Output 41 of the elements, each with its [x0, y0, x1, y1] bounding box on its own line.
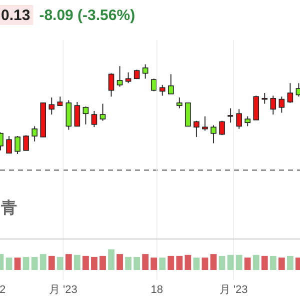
- bar: [100, 256, 106, 270]
- chart-title: 0.13: [1, 7, 30, 24]
- bar: [278, 258, 285, 270]
- bar: [65, 254, 72, 270]
- x-tick-label: 月 '23: [219, 284, 248, 296]
- bar: [74, 254, 80, 270]
- bar: [116, 254, 123, 270]
- bar: [91, 256, 98, 270]
- bar: [31, 256, 38, 270]
- bar: [244, 258, 251, 270]
- bar: [48, 256, 55, 270]
- bar: [184, 254, 192, 270]
- x-tick-label: 月 '23: [48, 284, 78, 296]
- bar: [125, 256, 132, 270]
- bar: [261, 256, 268, 270]
- bar: [56, 256, 64, 270]
- text: 青: [0, 199, 17, 217]
- bar: [40, 254, 46, 270]
- bar: [159, 258, 166, 270]
- bar: [227, 254, 234, 270]
- bar: [252, 254, 260, 270]
- x-tick-label: 2: [0, 284, 6, 296]
- chart-subtitle: -8.09 (-3.56%): [39, 7, 136, 24]
- bar: [176, 256, 183, 270]
- bar: [168, 256, 174, 270]
- bar: [218, 256, 226, 270]
- bar: [14, 258, 21, 270]
- bar: [82, 256, 89, 270]
- bar: [108, 249, 114, 270]
- bar: [142, 254, 149, 270]
- bar: [22, 256, 30, 270]
- bar: [134, 256, 140, 270]
- bar: [286, 256, 294, 270]
- bar: [270, 256, 276, 270]
- bar: [210, 254, 217, 270]
- x-tick-label: 18: [150, 284, 163, 296]
- bar: [6, 258, 12, 270]
- bar: [236, 254, 242, 270]
- bar: [150, 258, 158, 270]
- bar: [193, 258, 200, 270]
- bar: [202, 258, 208, 270]
